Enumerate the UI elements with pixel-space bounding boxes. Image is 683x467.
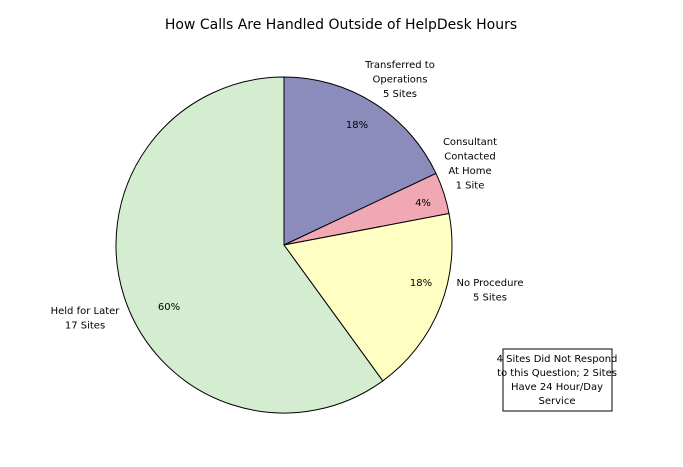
note-text: 4 Sites Did Not Respond: [497, 354, 618, 365]
slice-label: Held for Later: [51, 306, 121, 317]
slice-percent: 4%: [415, 198, 431, 209]
slice-label: No Procedure: [456, 278, 523, 289]
note-text: Have 24 Hour/Day: [511, 382, 603, 393]
slice-percent: 18%: [346, 120, 368, 131]
note-text: to this Question; 2 Sites: [497, 368, 617, 379]
slice-percent: 18%: [410, 278, 432, 289]
chart-title: How Calls Are Handled Outside of HelpDes…: [165, 17, 517, 33]
site-count: 5 Sites: [473, 293, 507, 304]
slice-label: Contacted: [444, 152, 495, 163]
slice-percent: 60%: [158, 302, 180, 313]
slice-label: Consultant: [443, 137, 497, 148]
pie-slice: [283, 212, 453, 382]
slice-label: Transferred to: [364, 60, 435, 71]
slice-label: Operations: [373, 75, 428, 86]
pie-slice: [115, 76, 384, 414]
site-count: 1 Site: [456, 181, 485, 192]
pie-slice: [283, 76, 437, 246]
site-count: 17 Sites: [65, 321, 105, 332]
site-count: 5 Sites: [383, 89, 417, 100]
slice-label: At Home: [448, 166, 491, 177]
note-text: Service: [539, 396, 576, 407]
note-box: [502, 348, 613, 412]
